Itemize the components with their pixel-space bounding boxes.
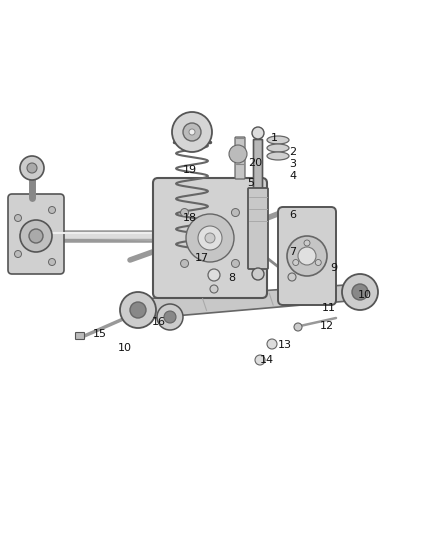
Text: 4: 4 bbox=[289, 171, 296, 181]
Text: 9: 9 bbox=[330, 263, 337, 273]
Polygon shape bbox=[128, 284, 360, 320]
Circle shape bbox=[205, 233, 215, 243]
Circle shape bbox=[186, 214, 234, 262]
Circle shape bbox=[288, 273, 296, 281]
Circle shape bbox=[231, 260, 240, 268]
Text: 18: 18 bbox=[183, 213, 197, 223]
Circle shape bbox=[49, 206, 56, 214]
Circle shape bbox=[293, 260, 299, 265]
FancyBboxPatch shape bbox=[75, 333, 85, 340]
Circle shape bbox=[180, 260, 188, 268]
Circle shape bbox=[130, 302, 146, 318]
FancyBboxPatch shape bbox=[248, 188, 268, 269]
Circle shape bbox=[287, 236, 327, 276]
Circle shape bbox=[189, 129, 195, 135]
Circle shape bbox=[252, 268, 264, 280]
Text: 7: 7 bbox=[289, 247, 296, 257]
Ellipse shape bbox=[267, 152, 289, 160]
Text: 17: 17 bbox=[195, 253, 209, 263]
FancyBboxPatch shape bbox=[8, 194, 64, 274]
Text: 8: 8 bbox=[228, 273, 235, 283]
Circle shape bbox=[294, 323, 302, 331]
Circle shape bbox=[183, 123, 201, 141]
Circle shape bbox=[352, 284, 368, 300]
Circle shape bbox=[208, 269, 220, 281]
Circle shape bbox=[14, 214, 21, 222]
Text: 3: 3 bbox=[289, 159, 296, 169]
Text: 12: 12 bbox=[320, 321, 334, 331]
Text: 10: 10 bbox=[118, 343, 132, 353]
Circle shape bbox=[14, 251, 21, 257]
Circle shape bbox=[342, 274, 378, 310]
Circle shape bbox=[198, 226, 222, 250]
Circle shape bbox=[20, 220, 52, 252]
Ellipse shape bbox=[267, 144, 289, 152]
Ellipse shape bbox=[267, 136, 289, 144]
Circle shape bbox=[304, 240, 310, 246]
Circle shape bbox=[172, 112, 212, 152]
FancyBboxPatch shape bbox=[235, 137, 245, 179]
Text: 14: 14 bbox=[260, 355, 274, 365]
Text: 2: 2 bbox=[289, 147, 296, 157]
Circle shape bbox=[120, 292, 156, 328]
Circle shape bbox=[27, 163, 37, 173]
Text: 1: 1 bbox=[271, 133, 278, 143]
Circle shape bbox=[210, 285, 218, 293]
Text: 20: 20 bbox=[248, 158, 262, 168]
Text: 10: 10 bbox=[358, 290, 372, 300]
FancyBboxPatch shape bbox=[278, 207, 336, 305]
Circle shape bbox=[49, 259, 56, 265]
Text: 16: 16 bbox=[152, 317, 166, 327]
Circle shape bbox=[180, 208, 188, 216]
FancyBboxPatch shape bbox=[153, 178, 267, 298]
Text: 19: 19 bbox=[183, 165, 197, 175]
Text: 6: 6 bbox=[289, 210, 296, 220]
Text: 13: 13 bbox=[278, 340, 292, 350]
Circle shape bbox=[267, 339, 277, 349]
Circle shape bbox=[231, 208, 240, 216]
Circle shape bbox=[315, 260, 321, 265]
Circle shape bbox=[252, 127, 264, 139]
Text: 11: 11 bbox=[322, 303, 336, 313]
Circle shape bbox=[255, 355, 265, 365]
Text: 15: 15 bbox=[93, 329, 107, 339]
Circle shape bbox=[164, 311, 176, 323]
Circle shape bbox=[298, 247, 316, 265]
Circle shape bbox=[157, 304, 183, 330]
Circle shape bbox=[229, 145, 247, 163]
FancyBboxPatch shape bbox=[254, 140, 262, 190]
Circle shape bbox=[20, 156, 44, 180]
Text: 5: 5 bbox=[247, 178, 254, 188]
Circle shape bbox=[29, 229, 43, 243]
